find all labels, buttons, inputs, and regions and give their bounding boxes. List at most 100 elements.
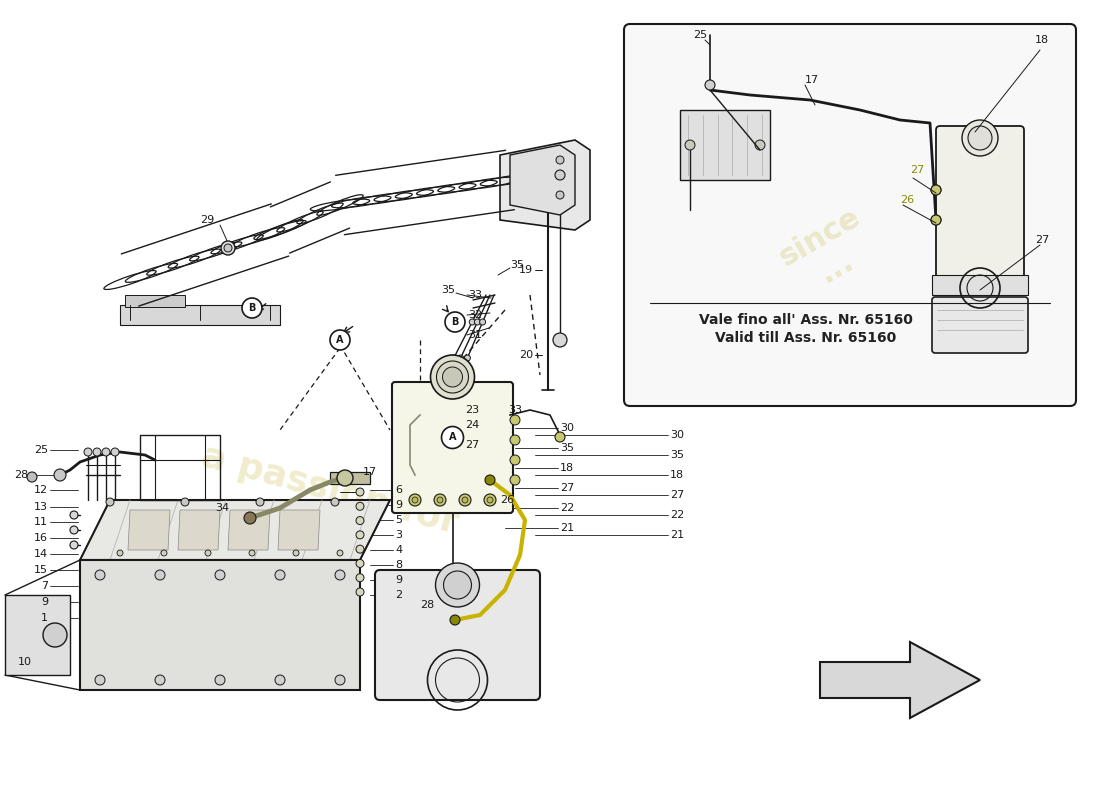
Text: A: A [449,433,456,442]
Text: 35: 35 [510,260,524,270]
Text: 8: 8 [395,560,403,570]
Bar [120,305,280,325]
Circle shape [931,185,940,195]
Polygon shape [228,510,270,550]
Text: 29: 29 [200,215,214,225]
Text: 7: 7 [41,581,48,591]
FancyBboxPatch shape [375,570,540,700]
Circle shape [356,517,364,525]
Circle shape [356,488,364,496]
Text: 25: 25 [34,445,48,455]
Circle shape [705,80,715,90]
Text: 27: 27 [910,165,924,175]
Text: 22: 22 [560,503,574,513]
Circle shape [556,170,565,180]
Text: 35: 35 [670,450,684,460]
Circle shape [155,570,165,580]
Circle shape [356,559,364,567]
Circle shape [443,571,472,599]
Circle shape [464,355,471,361]
Text: 11: 11 [34,517,48,527]
Text: 4: 4 [395,545,403,555]
Circle shape [487,497,493,503]
Circle shape [182,498,189,506]
Text: 18: 18 [1035,35,1049,45]
Bar [140,435,220,500]
Text: 20: 20 [519,350,534,360]
Text: 30: 30 [560,423,574,433]
Circle shape [70,541,78,549]
FancyBboxPatch shape [936,126,1024,284]
Circle shape [224,244,232,252]
Text: 6: 6 [395,485,402,495]
Circle shape [356,588,364,596]
Text: 27: 27 [560,483,574,493]
Polygon shape [80,560,360,690]
Circle shape [331,498,339,506]
Circle shape [446,312,465,332]
FancyBboxPatch shape [392,382,513,513]
Circle shape [330,330,350,350]
Text: 12: 12 [34,485,48,495]
Circle shape [84,448,92,456]
Bar [680,110,770,180]
Circle shape [70,511,78,519]
Text: B: B [249,303,255,313]
Circle shape [244,512,256,524]
Polygon shape [80,500,390,560]
Text: 35: 35 [441,285,455,295]
Polygon shape [128,510,170,550]
Circle shape [161,550,167,556]
Circle shape [510,455,520,465]
Circle shape [155,675,165,685]
Text: 10: 10 [18,657,32,667]
Circle shape [968,126,992,150]
Text: 28: 28 [13,470,28,480]
Circle shape [931,215,940,225]
Text: 33: 33 [468,290,482,300]
Circle shape [484,494,496,506]
Polygon shape [500,140,590,230]
Text: since
...: since ... [773,202,882,302]
Circle shape [356,574,364,582]
FancyBboxPatch shape [624,24,1076,406]
Text: A: A [337,335,343,345]
Text: 22: 22 [670,510,684,520]
Circle shape [214,570,225,580]
Circle shape [95,570,104,580]
Polygon shape [510,145,575,215]
Circle shape [111,448,119,456]
Text: 18: 18 [560,463,574,473]
FancyBboxPatch shape [932,297,1028,353]
Text: 14: 14 [34,549,48,559]
Text: 18: 18 [670,470,684,480]
Text: 27: 27 [1035,235,1049,245]
Circle shape [442,367,462,387]
Circle shape [356,502,364,510]
Circle shape [556,191,564,199]
Circle shape [43,623,67,647]
Circle shape [437,361,469,393]
Circle shape [249,550,255,556]
Bar [125,295,185,307]
Text: 9: 9 [395,575,403,585]
Circle shape [931,215,940,225]
Text: 31: 31 [468,330,482,340]
Circle shape [256,498,264,506]
Text: 32: 32 [468,310,482,320]
Circle shape [242,298,262,318]
Bar [6,595,70,675]
Text: 33: 33 [508,405,522,415]
Text: 24: 24 [465,420,480,430]
Circle shape [480,319,485,325]
Text: 26: 26 [500,495,514,505]
Circle shape [450,615,460,625]
Text: 34: 34 [214,503,229,513]
Circle shape [436,563,480,607]
Text: 15: 15 [34,565,48,575]
Text: 9: 9 [395,500,403,510]
Bar [932,275,1028,295]
Circle shape [221,241,235,255]
Text: 25: 25 [693,30,707,40]
Circle shape [553,333,566,347]
